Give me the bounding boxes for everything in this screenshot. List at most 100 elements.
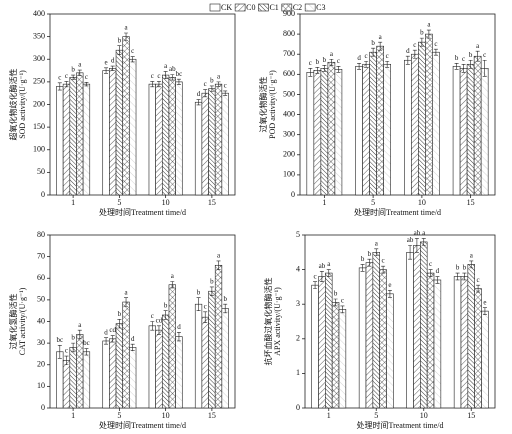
bar (82, 83, 91, 196)
bar (109, 338, 117, 409)
error-bar (357, 62, 362, 70)
error-bar (223, 303, 228, 314)
x-tick-label: 10 (162, 411, 170, 420)
significance-letter: ab (414, 229, 421, 237)
error-bar (462, 272, 467, 281)
bar (474, 288, 482, 409)
error-bar (216, 260, 221, 270)
bar (62, 83, 71, 196)
error-bar (482, 59, 487, 77)
y-tick-label: 700 (283, 49, 295, 58)
bar (175, 336, 183, 409)
significance-letter: c (204, 302, 207, 310)
significance-letter: ab (169, 65, 176, 73)
error-bar (381, 265, 386, 274)
bar (306, 72, 315, 196)
y-tick-label: 30 (37, 338, 45, 347)
error-bar (124, 297, 129, 307)
y-tick-label: 0 (41, 190, 45, 199)
error-bar (322, 64, 327, 72)
bar (76, 334, 84, 409)
bar (62, 360, 71, 409)
plot-frame (299, 13, 496, 196)
error-bar (336, 65, 341, 73)
error-bar (426, 29, 431, 39)
error-bar (475, 50, 480, 62)
y-tick-label: 80 (37, 230, 45, 239)
error-bar (84, 82, 89, 87)
error-bar (104, 337, 109, 345)
x-tick-label: 15 (208, 411, 216, 420)
significance-letter: a (164, 62, 168, 70)
significance-letter: b (316, 58, 320, 66)
error-bar (130, 343, 135, 351)
bar (334, 69, 343, 196)
error-bar (196, 297, 201, 311)
error-bar (196, 99, 201, 106)
y-tick-label: 50 (37, 167, 45, 176)
significance-letter: b (197, 288, 201, 296)
error-bar (326, 269, 331, 277)
error-bar (117, 319, 122, 329)
x-tick-label: 1 (322, 198, 326, 207)
error-bar (308, 68, 313, 77)
legend-swatch (234, 3, 246, 12)
error-bar (454, 62, 459, 70)
significance-letter: b (118, 310, 122, 318)
error-bar (360, 264, 365, 272)
y-tick-label: 300 (33, 54, 45, 63)
plot-frame (304, 234, 496, 409)
bar (56, 86, 64, 196)
bar (168, 77, 176, 196)
significance-letter: c (224, 82, 227, 90)
bar (155, 83, 163, 196)
bar (69, 347, 77, 409)
bar (480, 68, 489, 196)
bar (201, 92, 209, 196)
error-bar (117, 45, 122, 56)
bar (148, 83, 156, 196)
x-tick-label: 15 (467, 411, 475, 420)
error-bar (124, 32, 129, 41)
x-tick-label: 10 (418, 198, 426, 207)
legend-label: C0 (246, 3, 255, 12)
bar (355, 65, 363, 196)
significance-letter: bc (57, 336, 64, 344)
error-bar (455, 272, 460, 281)
significance-letter: c (386, 52, 389, 60)
bar (466, 63, 475, 196)
error-bar (405, 55, 410, 65)
bar (406, 252, 414, 409)
bar (379, 269, 387, 409)
error-bar (371, 47, 376, 57)
bar (369, 51, 377, 196)
significance-letter: c (382, 257, 385, 265)
y-tick-label: 40 (37, 316, 45, 325)
error-bar (364, 60, 369, 68)
bar (221, 308, 229, 409)
significance-letter: c (85, 73, 88, 81)
error-bar (428, 269, 433, 277)
y-tick-label: 600 (283, 69, 295, 78)
significance-letter: b (118, 36, 122, 44)
significance-letter: b (368, 250, 372, 258)
significance-letter: d (406, 47, 410, 55)
bar (362, 63, 370, 196)
significance-letter: e (388, 281, 391, 289)
significance-letter: d (436, 267, 440, 275)
bar (155, 329, 163, 409)
bar (426, 272, 435, 409)
error-bar (421, 238, 426, 246)
bar (411, 53, 419, 196)
error-bar (476, 284, 481, 293)
error-bar (104, 67, 109, 74)
legend-label: CK (221, 3, 232, 12)
bar (313, 70, 322, 196)
significance-letter: c (309, 59, 312, 67)
error-bar (150, 321, 155, 331)
y-tick-label: 20 (37, 360, 45, 369)
significance-letter: c (413, 41, 416, 49)
error-bar (110, 65, 115, 71)
y-axis-label: 超氧化物歧化酶活性 (8, 69, 18, 141)
x-axis-label: 处理时间Treatment time/d (354, 207, 441, 217)
